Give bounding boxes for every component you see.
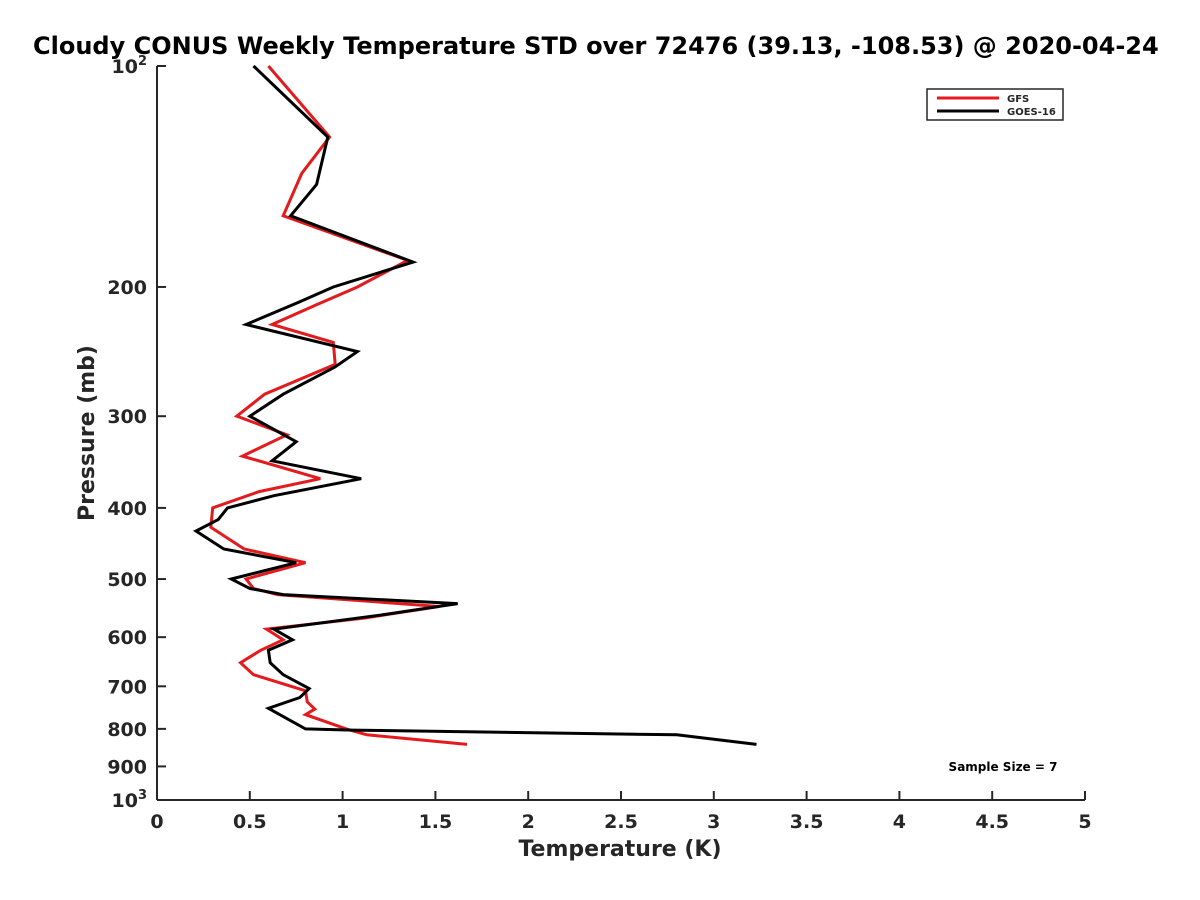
x-tick-label: 2.5 bbox=[604, 811, 638, 833]
y-tick-label: 800 bbox=[107, 719, 147, 741]
y-axis-label: Pressure (mb) bbox=[75, 345, 100, 521]
x-axis-label: Temperature (K) bbox=[518, 837, 721, 862]
y-tick-label: 400 bbox=[107, 498, 147, 520]
y-tick-label: 103 bbox=[112, 788, 148, 812]
y-tick-label: 500 bbox=[107, 569, 147, 591]
x-tick-label: 1 bbox=[336, 811, 349, 833]
y-tick-label: 700 bbox=[107, 676, 147, 698]
y-tick-label: 300 bbox=[107, 406, 147, 428]
legend-box bbox=[926, 88, 1064, 121]
y-tick-label: 900 bbox=[107, 756, 147, 778]
axes-layer: 0 0.5 1 1.5 2 2.5 3 3.5 4 4.5 5 102 200 300 400 500 600 7… bbox=[107, 54, 1091, 833]
x-tick-label: 5 bbox=[1078, 811, 1091, 833]
x-tick-label: 1.5 bbox=[419, 811, 453, 833]
x-tick-label: 3.5 bbox=[790, 811, 824, 833]
y-tick-label: 200 bbox=[107, 277, 147, 299]
y-tick-label: 102 bbox=[112, 54, 148, 78]
series-line-goes-16 bbox=[193, 64, 757, 746]
x-tick-label: 3 bbox=[707, 811, 720, 833]
x-tick-label: 0.5 bbox=[233, 811, 267, 833]
legend-label: GOES-16 bbox=[1007, 107, 1056, 118]
x-tick-label: 4.5 bbox=[975, 811, 1009, 833]
x-tick-label: 0 bbox=[150, 811, 163, 833]
legend: GFS GOES-16 bbox=[926, 88, 1064, 121]
y-tick-label: 600 bbox=[107, 627, 147, 649]
chart-title: Cloudy CONUS Weekly Temperature STD over… bbox=[33, 32, 1159, 60]
x-tick-label: 2 bbox=[522, 811, 535, 833]
x-tick-label: 4 bbox=[893, 811, 906, 833]
series-layer bbox=[193, 64, 757, 746]
legend-label: GFS bbox=[1007, 94, 1029, 105]
sample-size-annotation: Sample Size = 7 bbox=[949, 760, 1058, 774]
series-line-gfs bbox=[209, 65, 468, 746]
